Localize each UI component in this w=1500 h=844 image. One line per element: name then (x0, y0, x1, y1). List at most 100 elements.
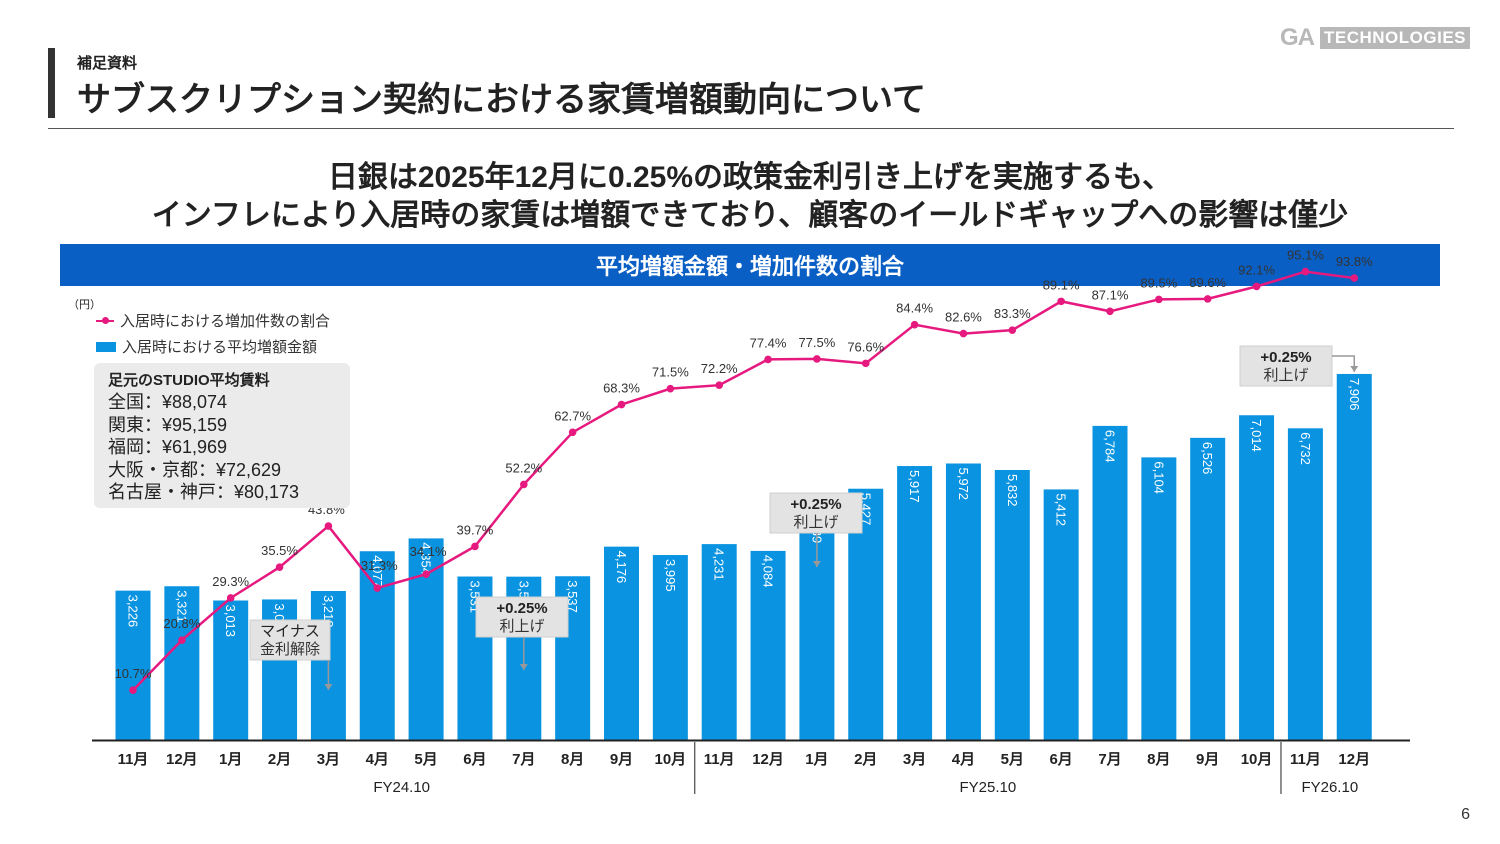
rate-point-14 (813, 355, 821, 363)
bar-label-9: 3,537 (565, 580, 580, 613)
bar-label-2: 3,013 (223, 604, 238, 637)
legend-label-amount: 入居時における平均増額金額 (122, 339, 318, 356)
rate-label-3: 35.5% (261, 543, 298, 558)
x-tick-label-14: 1月 (805, 751, 828, 768)
bar-20 (1092, 425, 1128, 740)
annotation-box-0 (249, 619, 331, 661)
rate-point-0 (129, 686, 137, 695)
rate-point-25 (1350, 274, 1359, 282)
bar-label-25: 7,906 (1347, 378, 1362, 411)
bar-25 (1336, 373, 1372, 740)
annotation-line1-0: マイナス (260, 623, 320, 640)
x-tick-label-20: 7月 (1098, 751, 1121, 768)
unit-label: （円） (68, 299, 101, 311)
rent-line-national: 全国：¥88,074 (108, 392, 228, 412)
bar-22 (1190, 437, 1226, 740)
rate-point-7 (471, 542, 479, 551)
headline-line-2: インフレにより入居時の家賃は増額できており、顧客のイールドギャップへの影響は僅少 (151, 199, 1349, 232)
rate-line (132, 270, 1355, 692)
x-tick-label-22: 9月 (1196, 751, 1219, 768)
bar-label-19: 5,412 (1054, 493, 1069, 526)
annotation-line2-2: 利上げ (793, 514, 838, 531)
x-tick-label-3: 2月 (268, 751, 291, 768)
bar-label-13: 4,084 (761, 555, 776, 588)
x-tick-label-13: 12月 (752, 751, 784, 768)
rate-label-21: 89.5% (1140, 275, 1177, 290)
x-tick-label-5: 4月 (366, 751, 389, 768)
bar-label-20: 6,784 (1103, 430, 1118, 463)
rate-point-6 (422, 570, 430, 578)
bar-label-17: 5,972 (956, 467, 971, 500)
rate-label-6: 34.1% (410, 544, 447, 559)
x-tick-label-17: 4月 (952, 751, 975, 768)
average-rent-box: 足元のSTUDIO平均賃料 全国：¥88,074 関東：¥95,159 福岡：¥… (94, 363, 350, 508)
x-tick-label-18: 5月 (1001, 751, 1024, 768)
rate-label-16: 84.4% (896, 301, 933, 316)
rate-point-2 (226, 594, 235, 602)
rent-line-osaka-kyoto: 大阪・京都：¥72,629 (108, 459, 282, 480)
bar-label-0: 3,226 (126, 595, 141, 628)
rate-point-19 (1057, 297, 1065, 306)
fiscal-year-label-1: FY25.10 (960, 779, 1017, 796)
rate-label-1: 20.8% (163, 616, 200, 631)
bar-label-11: 3,995 (663, 559, 678, 592)
rate-point-20 (1106, 307, 1114, 316)
bar-5 (359, 551, 395, 740)
legend-item-amount: 入居時における平均増額金額 (96, 336, 317, 357)
rate-point-10 (617, 400, 626, 409)
rate-label-22: 89.6% (1189, 275, 1226, 290)
bar-16 (897, 466, 933, 740)
rate-label-9: 62.7% (554, 408, 591, 423)
x-tick-label-10: 9月 (610, 751, 633, 768)
x-tick-label-9: 8月 (561, 751, 584, 768)
rent-line-fukuoka: 福岡：¥61,969 (108, 437, 228, 457)
chart-banner: 平均増額金額・増加件数の割合 (60, 244, 1440, 286)
bar-24 (1287, 428, 1323, 740)
title-divider (48, 128, 1454, 129)
bar-19 (1043, 489, 1079, 740)
x-tick-label-23: 10月 (1241, 751, 1273, 768)
annotation-line2-3: 利上げ (1263, 367, 1308, 384)
bar-label-24: 6,732 (1298, 432, 1313, 465)
annotation-line1-2: +0.25% (790, 496, 841, 513)
rate-label-24: 95.1% (1287, 248, 1324, 263)
rate-point-9 (568, 428, 577, 437)
page-number: 6 (1461, 806, 1470, 823)
logo-main: GA (1279, 24, 1315, 51)
annotation-box-3 (1239, 345, 1333, 387)
rent-line-nagoya-kobe: 名古屋・神戸：¥80,173 (108, 482, 300, 502)
annotation-line1-3: +0.25% (1260, 349, 1311, 366)
x-tick-label-0: 11月 (118, 751, 149, 768)
bar-0 (115, 590, 151, 740)
bar-label-12: 4,231 (712, 548, 727, 581)
rate-label-14: 77.5% (798, 335, 835, 350)
bar-23 (1239, 415, 1275, 740)
bar-label-21: 6,104 (1151, 461, 1166, 494)
rate-point-4 (324, 522, 333, 530)
rate-label-8: 52.2% (505, 460, 542, 475)
bar-label-10: 4,176 (614, 551, 629, 584)
bar-11 (652, 555, 688, 740)
x-tick-label-2: 1月 (219, 751, 242, 768)
bar-13 (750, 550, 786, 740)
rate-label-10: 68.3% (603, 381, 640, 396)
legend-line-marker (96, 316, 114, 324)
rate-label-15: 76.6% (847, 339, 884, 354)
rate-label-13: 77.4% (750, 335, 787, 350)
bar-21 (1141, 457, 1177, 740)
rate-label-11: 71.5% (652, 365, 689, 380)
bar-12 (701, 544, 737, 740)
headline-line-1: 日銀は2025年12月に0.25%の政策金利引き上げを実施するも、 (327, 161, 1173, 194)
bar-label-16: 5,917 (907, 470, 922, 503)
annotation-line2-0: 金利解除 (260, 641, 320, 658)
page-title: サブスクリプション契約における家賃増額動向について (77, 81, 926, 119)
x-tick-label-7: 6月 (463, 751, 486, 768)
x-tick-label-21: 8月 (1147, 751, 1170, 768)
rate-point-18 (1008, 326, 1017, 334)
rate-point-3 (275, 563, 284, 572)
rent-line-kanto: 関東：¥95,159 (108, 414, 228, 435)
x-tick-label-6: 5月 (414, 751, 437, 768)
rate-point-1 (178, 636, 186, 644)
rate-point-22 (1203, 295, 1212, 303)
section-label: 補足資料 (77, 55, 138, 72)
